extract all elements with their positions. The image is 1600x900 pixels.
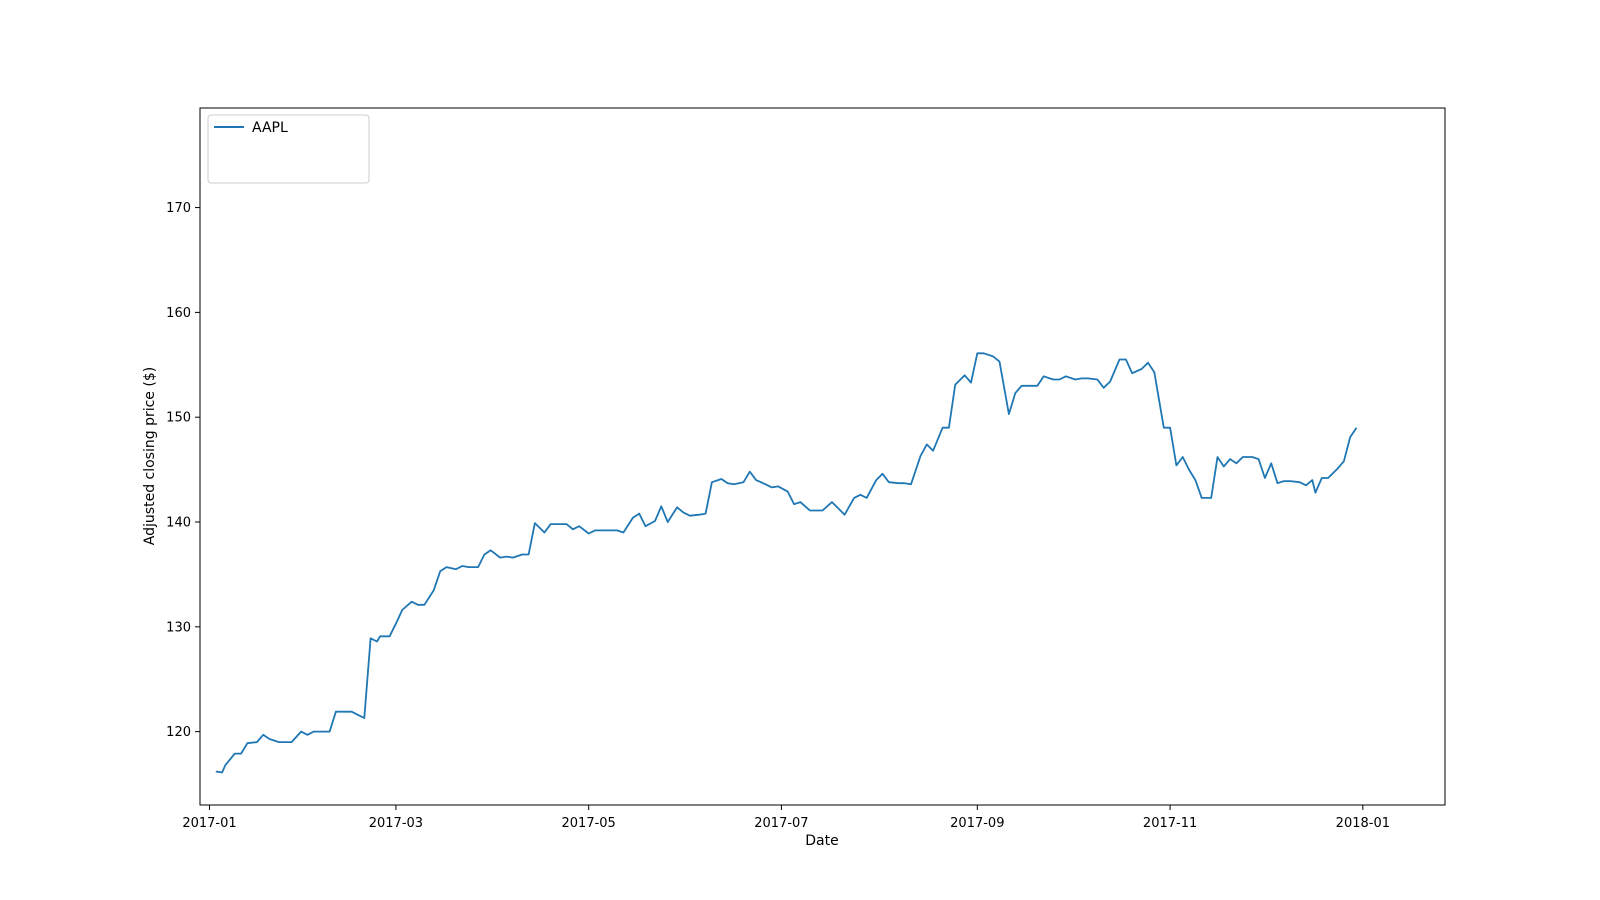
x-tick-label-2017-07: 2017-07 xyxy=(754,816,808,831)
plot-frame xyxy=(199,107,1446,806)
x-axis-label: Date xyxy=(805,833,838,849)
x-tick-label-2017-01: 2017-01 xyxy=(182,816,236,831)
x-tick-label-2017-03: 2017-03 xyxy=(369,816,423,831)
x-tick-label-2017-09: 2017-09 xyxy=(950,816,1004,831)
y-tick-label-160: 160 xyxy=(166,306,191,321)
y-tick-label-170: 170 xyxy=(166,201,191,216)
y-tick-label-120: 120 xyxy=(166,725,191,740)
x-tick-label-2018-01: 2018-01 xyxy=(1336,816,1390,831)
x-tick-label-2017-11: 2017-11 xyxy=(1143,816,1197,831)
legend-label-aapl: AAPL xyxy=(252,120,288,136)
y-tick-label-140: 140 xyxy=(166,516,191,531)
legend-box xyxy=(207,114,370,184)
series-line-aapl xyxy=(215,352,1358,774)
y-tick-label-130: 130 xyxy=(166,620,191,635)
plot-area xyxy=(215,352,1358,774)
x-axis: 2017-01 2017-03 2017-05 2017-07 2017-09 2017-… xyxy=(182,805,1390,831)
y-tick-label-150: 150 xyxy=(166,411,191,426)
legend: AAPL xyxy=(207,114,370,184)
y-axis: 120 130 140 150 160 170 xyxy=(166,201,200,740)
x-tick-label-2017-05: 2017-05 xyxy=(562,816,616,831)
y-axis-label: Adjusted closing price ($) xyxy=(142,367,158,545)
